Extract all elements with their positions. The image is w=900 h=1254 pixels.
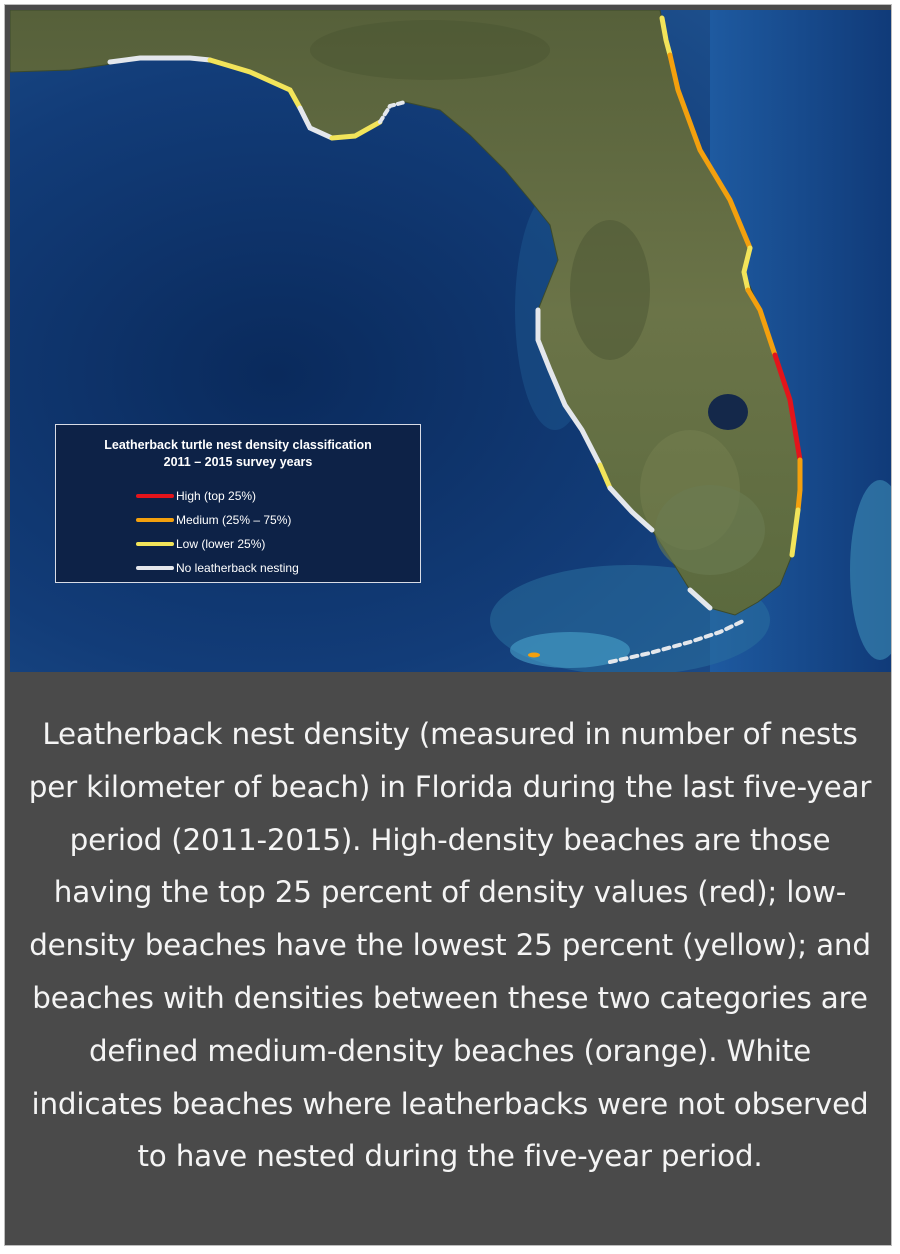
coast-low-panhandle [207, 57, 303, 111]
florida-satellite-map: Leatherback turtle nest density classifi… [10, 10, 891, 672]
coast-none-capesable [687, 587, 713, 611]
coast-none-capesanblas [297, 105, 335, 141]
caption-panel: Leatherback nest density (measured in nu… [10, 672, 886, 1242]
lake-okeechobee [708, 394, 748, 430]
legend-label-medium: Medium (25% – 75%) [176, 513, 292, 527]
legend-item-high: High (top 25%) [136, 487, 256, 505]
legend-swatch-none [136, 566, 174, 570]
coast-medium-south [795, 457, 803, 513]
legend-title: Leatherback turtle nest density classifi… [56, 437, 420, 471]
coast-low-miami [789, 507, 801, 558]
legend-title-line1: Leatherback turtle nest density classifi… [104, 438, 372, 452]
legend-item-none: No leatherback nesting [136, 559, 299, 577]
coast-medium-central [745, 287, 778, 358]
figure-caption: Leatherback nest density (measured in nu… [28, 717, 872, 1174]
coast-none-bigbend [378, 100, 407, 124]
legend-item-low: Low (lower 25%) [136, 535, 265, 553]
bahamas-bank [850, 480, 891, 660]
coast-none-panhandle-west [107, 55, 213, 65]
coast-high-southeast [772, 352, 803, 463]
legend-label-high: High (top 25%) [176, 489, 257, 503]
legend-item-medium: Medium (25% – 75%) [136, 511, 291, 529]
coast-low-stgeorge [329, 119, 383, 141]
legend-label-none: No leatherback nesting [176, 561, 299, 575]
legend-swatch-high [136, 494, 174, 498]
everglades [655, 485, 765, 575]
land-texture [310, 20, 550, 80]
legend-title-line2: 2011 – 2015 survey years [163, 455, 313, 469]
coast-none-westcentral [535, 307, 603, 468]
coast-medium-northeast [667, 52, 753, 251]
legend-swatch-low [136, 542, 174, 546]
figure-frame: Leatherback turtle nest density classifi… [4, 4, 892, 1246]
map-legend: Leatherback turtle nest density classifi… [55, 424, 421, 583]
florida-keys [608, 618, 747, 664]
coast-low-capecanaveral [741, 245, 753, 293]
legend-swatch-medium [136, 518, 174, 522]
coast-none-southwest [607, 485, 655, 533]
legend-label-low: Low (lower 25%) [176, 537, 266, 551]
coast-low-north [659, 15, 673, 58]
coast-low-sarasota [597, 462, 613, 491]
land-texture [570, 220, 650, 360]
dry-tortugas [528, 652, 540, 658]
cuba-shelf [510, 632, 630, 668]
